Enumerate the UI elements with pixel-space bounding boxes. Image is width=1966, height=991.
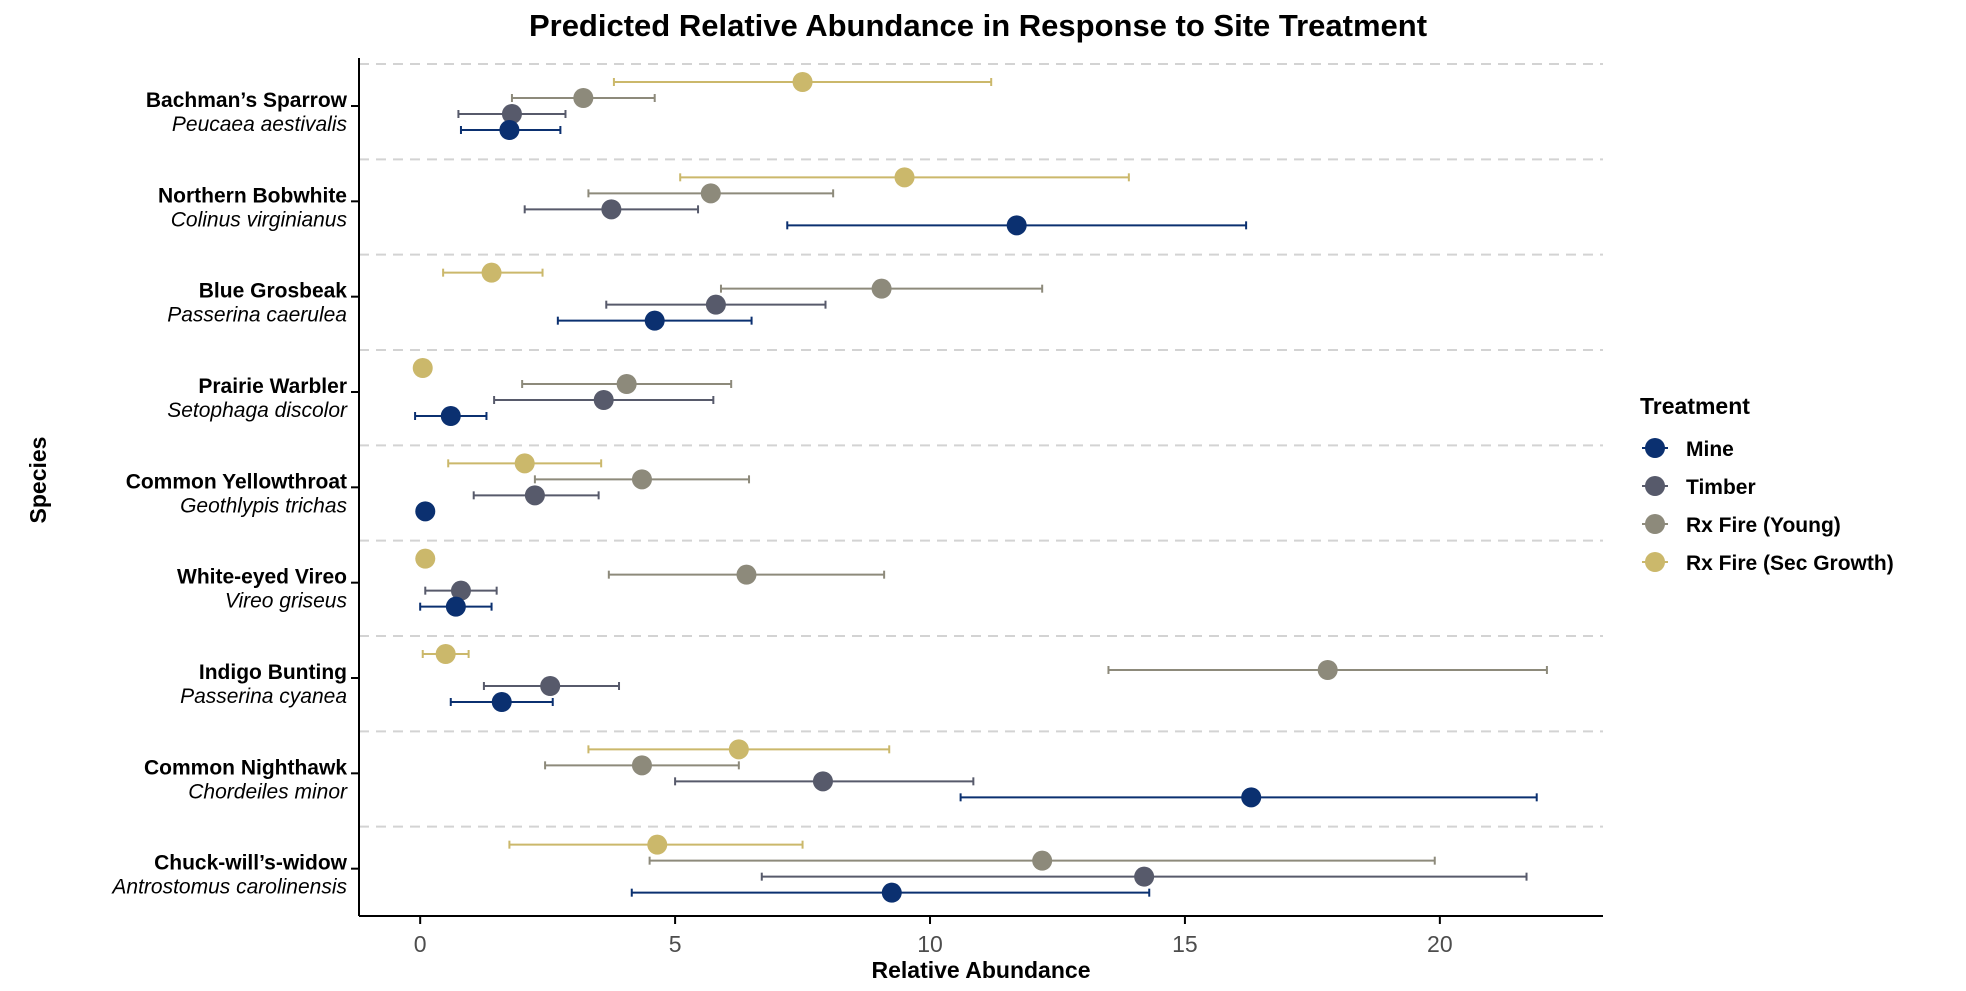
data-marks [412, 72, 1548, 903]
data-point [601, 199, 622, 220]
data-point [647, 834, 668, 855]
data-point [705, 294, 726, 315]
series-mine [414, 120, 1538, 903]
x-axis-ticks: 0 5 10 15 20 [414, 916, 1453, 957]
data-point [514, 453, 535, 474]
data-point [812, 771, 833, 792]
species-common-name: Prairie Warbler [198, 375, 347, 398]
series-rx-fire-sec-growth [412, 72, 1130, 855]
data-point [450, 580, 471, 601]
species-scientific-name: Vireo griseus [225, 590, 348, 613]
x-tick-label: 0 [414, 931, 427, 957]
data-point [728, 739, 749, 760]
legend-label: Rx Fire (Young) [1686, 514, 1841, 537]
legend-swatch [1645, 476, 1665, 496]
data-point [881, 882, 902, 903]
legend-swatch [1645, 438, 1665, 458]
legend-swatch [1645, 552, 1665, 572]
data-point [700, 183, 721, 204]
species-scientific-name: Peucaea aestivalis [172, 113, 348, 136]
data-point [1032, 850, 1053, 871]
species-scientific-name: Geothlypis trichas [180, 494, 347, 517]
chart-title: Predicted Relative Abundance in Response… [529, 8, 1427, 43]
species-scientific-name: Antrostomus carolinensis [110, 876, 347, 899]
species-common-name: Common Yellowthroat [126, 470, 347, 493]
data-point [1006, 215, 1027, 236]
x-axis-title: Relative Abundance [872, 957, 1091, 983]
data-point [415, 501, 436, 522]
species-common-name: Indigo Bunting [199, 661, 347, 684]
data-point [540, 676, 561, 696]
data-point [644, 310, 665, 331]
species-scientific-name: Colinus virginianus [171, 208, 348, 231]
species-scientific-name: Chordeiles minor [188, 780, 348, 803]
data-point [499, 120, 520, 140]
series-timber [424, 104, 1528, 887]
legend-title: Treatment [1640, 393, 1750, 419]
data-point [415, 548, 436, 569]
species-scientific-name: Passerina cyanea [180, 685, 347, 708]
legend-item: Rx Fire (Young) [1642, 514, 1841, 537]
data-point [501, 104, 522, 124]
species-common-name: Common Nighthawk [144, 756, 347, 779]
y-axis-title: Species [25, 437, 51, 524]
data-point [435, 644, 456, 664]
data-point [631, 469, 652, 490]
legend-swatch [1645, 514, 1665, 534]
data-point [1134, 866, 1155, 887]
legend: Treatment Mine Timber Rx Fire (Young) Rx Fi… [1640, 393, 1894, 575]
data-point [616, 374, 637, 394]
species-common-name: Chuck-will’s-widow [154, 852, 348, 875]
species-common-name: Northern Bobwhite [158, 184, 347, 207]
legend-label: Rx Fire (Sec Growth) [1686, 552, 1894, 575]
x-tick-label: 10 [917, 931, 943, 957]
legend-item: Timber [1642, 476, 1756, 499]
species-common-name: Bachman’s Sparrow [146, 89, 348, 112]
species-scientific-name: Passerina caerulea [167, 304, 347, 327]
data-point [491, 692, 512, 712]
grid-separators [359, 63, 1603, 828]
legend-item: Mine [1642, 438, 1734, 461]
data-point [792, 72, 813, 92]
data-point [1317, 660, 1338, 680]
data-point [894, 167, 915, 188]
legend-label: Timber [1686, 476, 1756, 499]
data-point [593, 390, 614, 410]
species-common-name: White-eyed Vireo [177, 566, 347, 589]
x-tick-label: 15 [1172, 931, 1198, 957]
data-point [871, 278, 892, 299]
species-common-name: Blue Grosbeak [199, 280, 348, 303]
x-tick-label: 5 [669, 931, 682, 957]
legend-label: Mine [1686, 438, 1734, 461]
species-scientific-name: Setophaga discolor [167, 399, 348, 422]
legend-item: Rx Fire (Sec Growth) [1642, 552, 1894, 575]
series-rx-fire-young [510, 88, 1548, 871]
data-point [524, 485, 545, 506]
data-point [736, 564, 757, 585]
data-point [631, 755, 652, 776]
data-point [412, 358, 433, 378]
data-point [481, 262, 502, 283]
data-point [440, 406, 461, 426]
data-point [445, 596, 466, 617]
data-point [1241, 787, 1262, 808]
x-tick-label: 20 [1427, 931, 1453, 957]
data-point [573, 88, 594, 108]
